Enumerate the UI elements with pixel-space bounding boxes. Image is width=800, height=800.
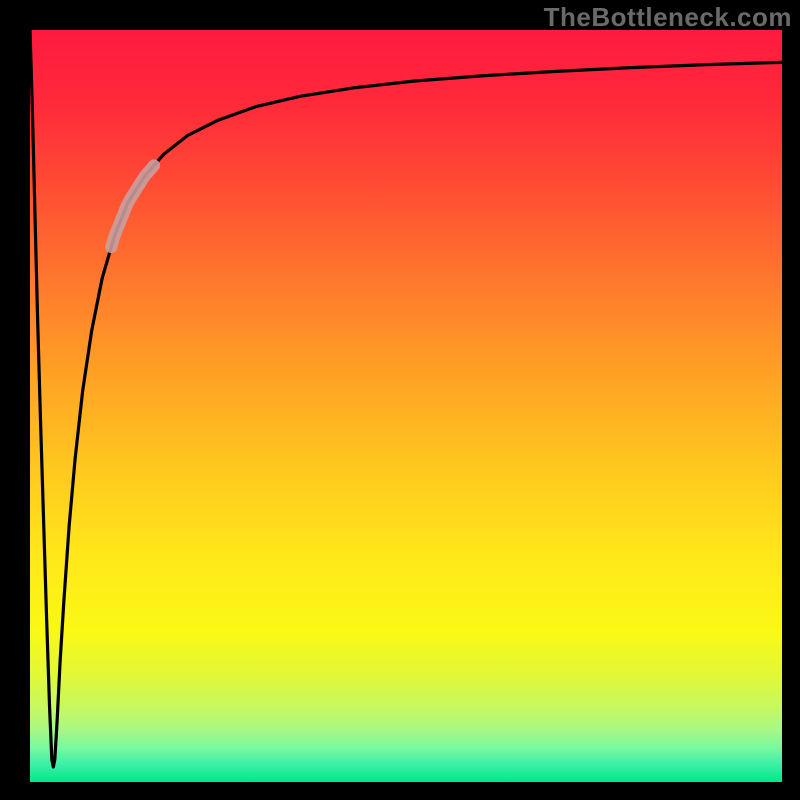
bottleneck-chart xyxy=(0,0,800,800)
chart-container: TheBottleneck.com xyxy=(0,0,800,800)
plot-background xyxy=(30,30,782,782)
watermark-text: TheBottleneck.com xyxy=(544,2,792,33)
